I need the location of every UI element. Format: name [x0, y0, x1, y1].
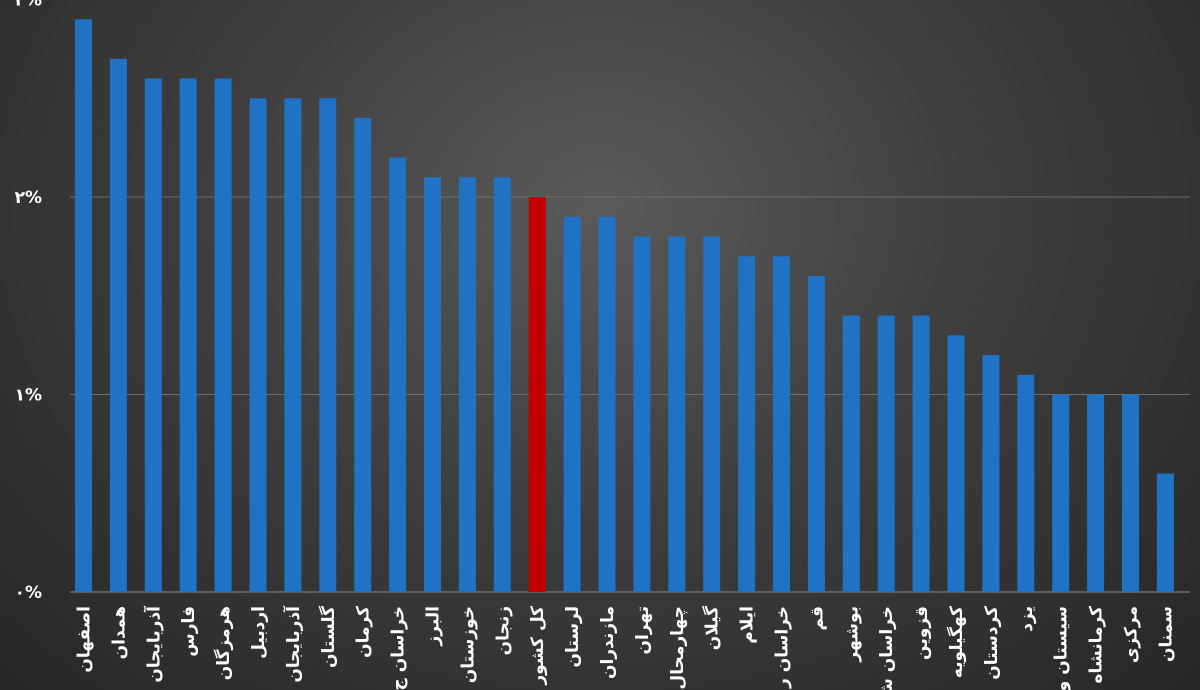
- bar: [982, 355, 1000, 592]
- bar: [1122, 394, 1139, 592]
- bar: [598, 216, 616, 593]
- x-category-label: اصفهان: [75, 606, 95, 673]
- y-tick-label: ۱%: [15, 386, 42, 406]
- bar: [75, 19, 92, 593]
- x-category-label: کرمان: [354, 606, 374, 658]
- x-category-label: اردبیل: [249, 606, 269, 659]
- x-category-label: فارس: [179, 606, 199, 657]
- y-tick-label: ۳%: [15, 0, 42, 11]
- x-category-label: هرمزگان: [213, 606, 234, 680]
- x-category-label: کردستان: [982, 606, 1002, 680]
- x-category-label: همدان: [109, 606, 129, 659]
- x-category-label: البرز: [424, 606, 444, 647]
- x-category-label: کرمانشاه: [1087, 606, 1107, 684]
- y-tick-label: ۲%: [15, 188, 42, 208]
- x-category-label: قم: [807, 606, 827, 630]
- bar: [284, 98, 302, 593]
- x-category-label: گلستان: [318, 606, 339, 668]
- bar-highlight: [528, 197, 546, 592]
- bar: [633, 236, 651, 592]
- x-category-label: خوزستان: [458, 606, 478, 683]
- bar: [1087, 394, 1105, 592]
- bar: [773, 256, 790, 593]
- x-category-label: مازندران: [598, 606, 618, 679]
- bar: [807, 276, 825, 592]
- bar: [947, 335, 965, 593]
- bar: [144, 78, 162, 592]
- bar: [389, 157, 407, 592]
- x-category-label: آذربایجان: [142, 605, 164, 683]
- x-category-label: چهارمحال: [668, 606, 688, 690]
- x-category-label: کهگیلویه: [946, 606, 967, 678]
- bar: [738, 256, 756, 593]
- bar: [109, 58, 127, 593]
- y-axis-tick-labels: ۰% ۱% ۲% ۳%: [15, 0, 42, 603]
- x-category-label: تهران: [633, 606, 653, 655]
- x-category-label: خراسان ر: [773, 606, 793, 689]
- x-category-label: بوشهر: [842, 606, 862, 663]
- x-category-label: کل کشور: [528, 606, 548, 686]
- x-category-label: لرستان: [563, 606, 583, 668]
- x-category-label: یزد: [1017, 606, 1037, 632]
- x-category-label: قزوین: [912, 606, 932, 660]
- bar: [703, 236, 721, 592]
- y-tick-label: ۰%: [15, 583, 42, 603]
- bar: [424, 177, 441, 593]
- x-category-label: زنجان: [493, 606, 513, 655]
- bar: [842, 315, 860, 592]
- bar: [319, 98, 337, 593]
- bar: [1156, 473, 1174, 592]
- x-axis-category-labels: اصفهان همدان آذربایجان فارس هرمزگان اردبیل آذر…: [75, 605, 1177, 690]
- bar: [493, 177, 511, 593]
- bar: [249, 98, 267, 593]
- bars: [75, 19, 1174, 593]
- bar: [877, 315, 895, 592]
- x-category-label: خراسان ج: [389, 606, 409, 690]
- bar: [1017, 374, 1035, 593]
- x-category-label: ایلام: [738, 606, 758, 644]
- bar: [912, 315, 930, 592]
- bar: [179, 78, 197, 592]
- bar: [354, 118, 372, 592]
- bar: [563, 216, 581, 593]
- x-category-label: مرکزی: [1122, 606, 1142, 663]
- bar: [458, 177, 476, 593]
- bar: [668, 236, 686, 592]
- bar: [214, 78, 232, 592]
- x-category-label: سمنان: [1156, 606, 1176, 662]
- x-category-label: گیلان: [702, 606, 723, 650]
- bar: [1052, 394, 1070, 592]
- x-category-label: خراسان ش: [877, 606, 897, 690]
- x-category-label: سیستان و: [1052, 606, 1072, 690]
- x-category-label: آذربایجان: [282, 605, 304, 683]
